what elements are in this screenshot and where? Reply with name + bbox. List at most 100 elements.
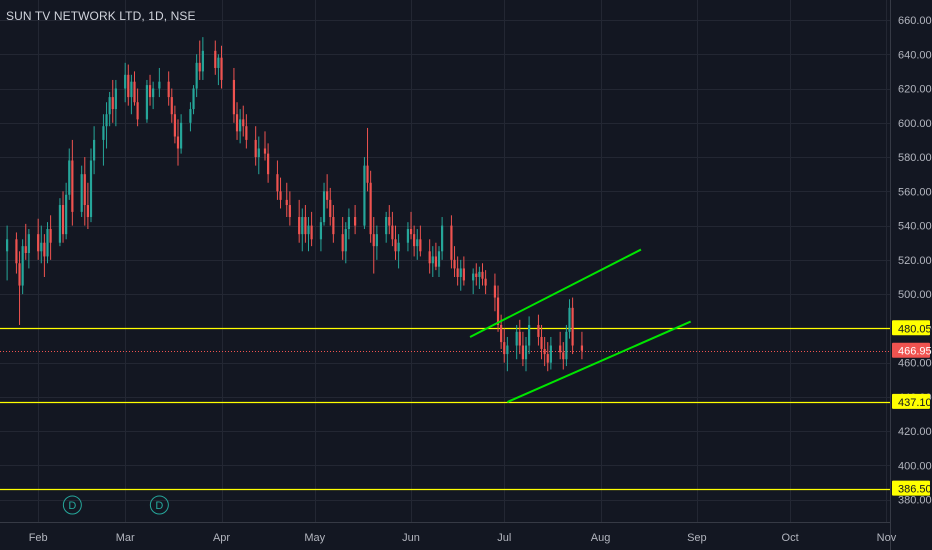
candle-body: [568, 307, 571, 332]
candle-body: [214, 50, 217, 68]
candle-body: [80, 174, 83, 212]
candle-body: [406, 229, 410, 243]
candle-body: [521, 345, 524, 360]
candle-body: [173, 114, 176, 137]
candle-body: [24, 246, 27, 254]
candle-body: [217, 57, 220, 68]
price-tick-label: 580.00: [898, 152, 932, 164]
level-price-label: [892, 393, 930, 409]
candle-body: [180, 122, 183, 149]
candle-body: [68, 160, 71, 195]
candle-body: [332, 217, 335, 235]
candle-body: [145, 85, 149, 120]
candle-body: [326, 191, 329, 200]
candle-body: [114, 88, 117, 110]
dividend-marker: [149, 495, 169, 515]
candle-body: [71, 160, 74, 212]
candle-body: [21, 246, 24, 286]
candle-body: [431, 256, 434, 264]
candle-body: [354, 217, 357, 226]
candle-body: [441, 225, 444, 252]
price-tick-label: 460.00: [898, 358, 932, 370]
candle-body: [267, 153, 270, 175]
dividend-marker-label: D: [68, 500, 76, 512]
candle-body: [341, 234, 344, 252]
candle-body: [450, 225, 453, 260]
price-tick-label: 380.00: [898, 495, 932, 507]
candle-body: [127, 74, 130, 98]
candle-body: [580, 345, 584, 351]
candle-body: [245, 126, 248, 140]
candle-body: [347, 217, 350, 230]
candle-body: [540, 336, 543, 349]
candle-body: [288, 205, 291, 218]
chart-title: SUN TV NETWORK LTD, 1D, NSE: [6, 9, 196, 23]
price-tick-label: 640.00: [898, 49, 932, 61]
candle-body: [363, 165, 366, 226]
time-tick-label: Jul: [497, 532, 511, 544]
dividend-marker-label: D: [155, 500, 163, 512]
candle-body: [232, 79, 236, 115]
candle-body: [276, 174, 279, 192]
candle-body: [475, 273, 478, 277]
candle-body: [167, 81, 170, 98]
candle-body: [518, 331, 521, 346]
price-tick-label: 560.00: [898, 186, 932, 198]
candle-body: [201, 50, 204, 72]
candle-body: [170, 97, 173, 115]
candle-body: [133, 81, 136, 103]
candle-body: [428, 251, 431, 264]
candle-body: [500, 324, 503, 343]
candle-body: [459, 268, 462, 277]
candle-body: [198, 62, 201, 72]
candle-body: [462, 268, 465, 281]
trendline: [469, 248, 642, 338]
time-tick-label: Sep: [687, 532, 707, 544]
grid-lines: [0, 0, 890, 522]
candle-body: [372, 234, 375, 247]
candle-body: [152, 88, 155, 98]
candle-body: [89, 160, 93, 218]
candle-body: [148, 85, 152, 98]
time-tick-label: Oct: [782, 532, 799, 544]
candle-body: [524, 345, 528, 360]
candle-body: [279, 191, 282, 200]
level-price-label-text: 480.05: [898, 323, 932, 335]
candle-body: [456, 268, 459, 277]
candle-body: [86, 205, 89, 218]
last-price-label: [892, 342, 930, 358]
candle-body: [493, 285, 497, 298]
candle-body: [304, 217, 307, 235]
candle-body: [385, 217, 388, 235]
candle-body: [472, 273, 475, 281]
candle-body: [242, 119, 245, 127]
price-tick-label: 500.00: [898, 289, 932, 301]
candle-body: [27, 234, 30, 254]
candle-body: [549, 345, 552, 363]
candle-body: [136, 102, 139, 120]
candle-body: [61, 205, 65, 235]
candle-body: [37, 234, 40, 252]
candle-body: [571, 307, 574, 346]
candle-body: [257, 148, 260, 158]
candle-body: [322, 191, 326, 223]
time-tick-label: Apr: [213, 532, 230, 544]
candle-body: [503, 342, 506, 355]
candle-body: [546, 354, 549, 363]
horizontal-levels: [0, 327, 890, 491]
candle-body: [416, 239, 419, 247]
price-axis-panel: [890, 0, 932, 550]
candle-body: [83, 174, 86, 206]
candle-body: [130, 81, 133, 98]
candle-body: [397, 242, 400, 252]
candle-body: [108, 97, 111, 115]
candle-body: [285, 199, 288, 206]
candle-body: [195, 62, 198, 89]
candle-body: [239, 119, 242, 132]
candle-body: [329, 199, 332, 218]
candle-body: [413, 234, 416, 247]
candle-body: [366, 165, 369, 183]
candle-body: [409, 229, 413, 235]
